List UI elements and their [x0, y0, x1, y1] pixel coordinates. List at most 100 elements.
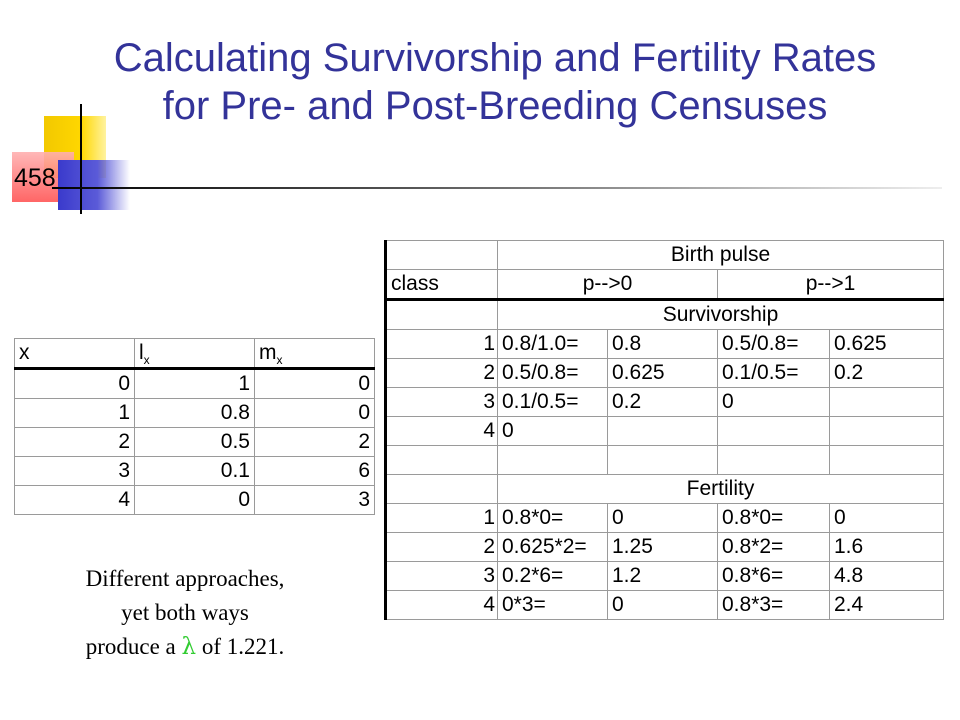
decor-blue-square — [58, 160, 130, 210]
cell-post-value: 4.8 — [828, 561, 945, 591]
cell-mx: 3 — [254, 485, 375, 515]
cell-pre-formula: 0.5/0.8= — [497, 358, 608, 388]
birth-pulse-row: Birth pulse — [385, 240, 945, 270]
cell-class: 4 — [385, 590, 498, 620]
cell-post-value — [828, 416, 945, 446]
cell-pre-value: 0.2 — [607, 387, 718, 417]
cell-class: 1 — [385, 503, 498, 533]
table-row: 2 0.625*2= 1.25 0.8*2= 1.6 — [385, 532, 945, 562]
cell-class: 4 — [385, 416, 498, 446]
cell-pre-value: 1.25 — [607, 532, 718, 562]
fertility-label: Fertility — [496, 474, 945, 504]
cell-pre-formula: 0.625*2= — [497, 532, 608, 562]
cell-x: 2 — [14, 427, 135, 457]
decor-vertical-line — [80, 104, 82, 214]
blank-cell — [385, 445, 498, 475]
header-lx-sub: x — [143, 353, 150, 367]
cell-pre-value: 0.8 — [607, 329, 718, 359]
cell-post-value: 2.4 — [828, 590, 945, 620]
title-line-1: Calculating Survivorship and Fertility R… — [113, 36, 877, 80]
col-post-breeding: p-->1 — [716, 269, 945, 301]
cell-post-formula — [717, 416, 830, 446]
table-row: 1 0.8*0= 0 0.8*0= 0 — [385, 503, 945, 533]
birth-pulse-header: Birth pulse — [496, 240, 945, 270]
caption-line-3-pre: produce a — [85, 634, 182, 659]
caption-line-1: Different approaches, — [85, 566, 285, 591]
blank-cell — [385, 240, 498, 270]
cell-pre-value: 0.625 — [607, 358, 718, 388]
cell-lx: 1 — [134, 368, 255, 399]
cell-post-value: 1.6 — [828, 532, 945, 562]
blank-cell — [385, 474, 498, 504]
cell-post-value: 0.2 — [828, 358, 945, 388]
cell-x: 1 — [14, 398, 135, 428]
cell-pre-value: 0 — [607, 503, 718, 533]
cell-post-formula: 0.8*3= — [717, 590, 830, 620]
header-lx: lx — [134, 338, 255, 370]
slide-number: 458 — [14, 164, 56, 192]
life-table: x lx mx 0 1 0 1 0.8 0 2 0.5 2 3 0.1 6 4 … — [14, 338, 375, 515]
cell-lx: 0 — [134, 485, 255, 515]
table-row: 1 0.8/1.0= 0.8 0.5/0.8= 0.625 — [385, 329, 945, 359]
cell-x: 0 — [14, 368, 135, 399]
cell-mx: 2 — [254, 427, 375, 457]
cell-class: 1 — [385, 329, 498, 359]
header-mx-main: m — [259, 341, 277, 364]
slide-title: Calculating Survivorship and Fertility R… — [30, 34, 960, 130]
class-header-row: class p-->0 p-->1 — [385, 269, 945, 301]
cell-pre-formula: 0 — [497, 416, 608, 446]
cell-post-formula: 0 — [717, 387, 830, 417]
cell-class: 3 — [385, 387, 498, 417]
rates-table: Birth pulse class p-->0 p-->1 Survivorsh… — [384, 240, 945, 620]
cell-pre-formula: 0.2*6= — [497, 561, 608, 591]
table-row: 4 0 3 — [14, 485, 375, 515]
lambda-symbol: λ — [181, 634, 197, 660]
cell-post-value — [828, 387, 945, 417]
title-underline — [52, 187, 942, 189]
cell-pre-formula: 0.8*0= — [497, 503, 608, 533]
cell-pre-formula: 0.1/0.5= — [497, 387, 608, 417]
cell-mx: 0 — [254, 398, 375, 428]
cell-x: 4 — [14, 485, 135, 515]
cell-pre-formula: 0.8/1.0= — [497, 329, 608, 359]
blank-cell — [717, 445, 830, 475]
cell-post-formula: 0.8*2= — [717, 532, 830, 562]
header-mx: mx — [254, 338, 375, 370]
cell-lx: 0.1 — [134, 456, 255, 486]
table-row: 3 0.1 6 — [14, 456, 375, 486]
cell-pre-value: 0 — [607, 590, 718, 620]
cell-lx: 0.8 — [134, 398, 255, 428]
cell-pre-value: 1.2 — [607, 561, 718, 591]
blank-cell — [607, 445, 718, 475]
cell-post-value: 0.625 — [828, 329, 945, 359]
cell-post-formula: 0.1/0.5= — [717, 358, 830, 388]
caption-line-3-post: of 1.221. — [196, 634, 285, 659]
cell-pre-formula: 0*3= — [497, 590, 608, 620]
cell-x: 3 — [14, 456, 135, 486]
blank-row — [385, 445, 945, 475]
survivorship-label: Survivorship — [496, 299, 945, 330]
table-row: 3 0.2*6= 1.2 0.8*6= 4.8 — [385, 561, 945, 591]
table-row: 3 0.1/0.5= 0.2 0 — [385, 387, 945, 417]
table-row: 4 0*3= 0 0.8*3= 2.4 — [385, 590, 945, 620]
cell-pre-value — [607, 416, 718, 446]
cell-post-formula: 0.8*6= — [717, 561, 830, 591]
class-label: class — [385, 269, 498, 301]
table-row: 2 0.5 2 — [14, 427, 375, 457]
header-x: x — [14, 338, 135, 370]
header-mx-sub: x — [276, 353, 283, 367]
blank-cell — [828, 445, 945, 475]
cell-class: 2 — [385, 358, 498, 388]
table-row: 2 0.5/0.8= 0.625 0.1/0.5= 0.2 — [385, 358, 945, 388]
blank-cell — [385, 299, 498, 330]
cell-post-value: 0 — [828, 503, 945, 533]
cell-post-formula: 0.5/0.8= — [717, 329, 830, 359]
header-lx-main: l — [139, 341, 144, 364]
title-line-2: for Pre- and Post-Breeding Censuses — [162, 84, 828, 128]
cell-mx: 6 — [254, 456, 375, 486]
cell-mx: 0 — [254, 368, 375, 399]
table-row: 4 0 — [385, 416, 945, 446]
cell-lx: 0.5 — [134, 427, 255, 457]
cell-class: 2 — [385, 532, 498, 562]
caption-line-2: yet both ways — [121, 600, 249, 625]
